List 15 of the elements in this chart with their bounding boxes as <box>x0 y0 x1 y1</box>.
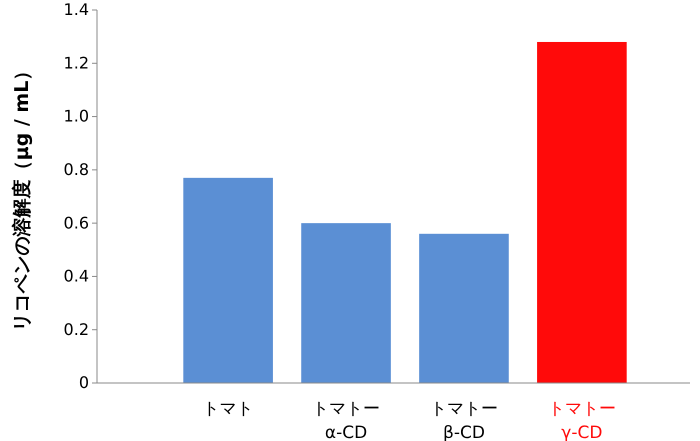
y-tick-label: 1.4 <box>64 0 89 20</box>
bar <box>301 223 391 383</box>
bar <box>419 234 509 383</box>
x-tick-label: トマト <box>202 399 254 419</box>
x-tick-label: トマトー α-CD <box>312 399 380 441</box>
y-tick-label: 0.6 <box>64 213 89 232</box>
y-tick-label: 0 <box>78 373 89 392</box>
y-tick-label: 0.4 <box>64 266 89 286</box>
bar <box>537 42 627 383</box>
y-tick-label: 1.0 <box>64 106 89 126</box>
y-tick-label: 0.8 <box>64 160 89 179</box>
y-axis-title: リコペンの溶解度（μg / mL） <box>11 62 33 332</box>
y-tick-label: 1.2 <box>64 53 89 72</box>
bar <box>183 178 273 383</box>
y-tick-label: 0.2 <box>64 320 89 339</box>
